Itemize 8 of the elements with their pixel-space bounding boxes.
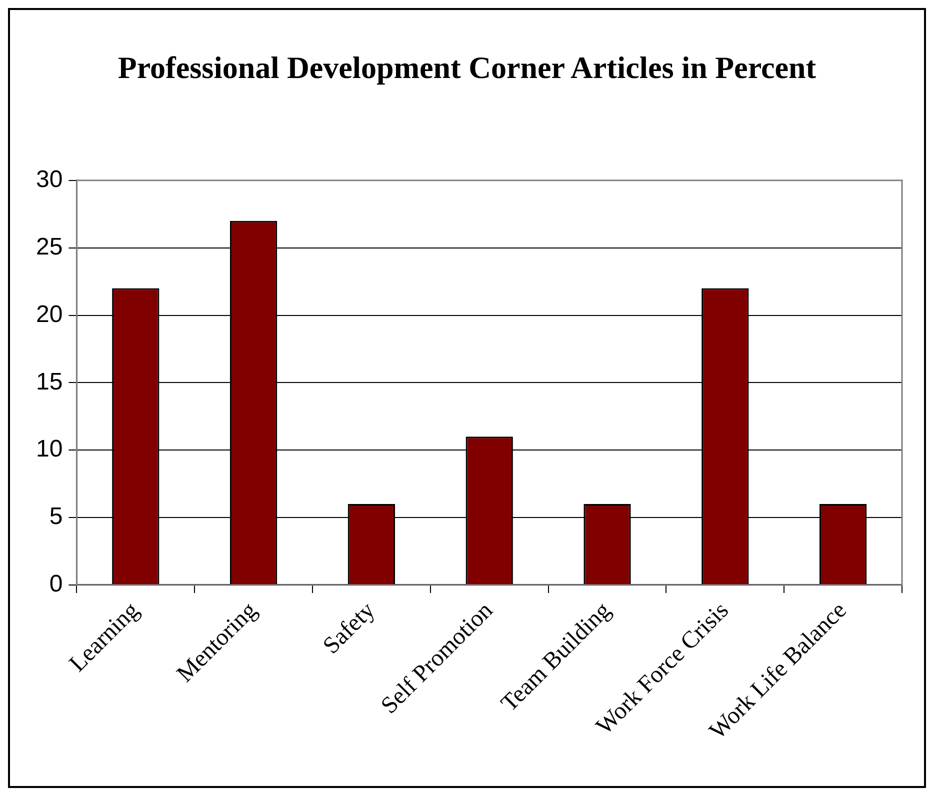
y-tick-label: 0 [49, 570, 63, 598]
y-tick-label: 10 [36, 436, 63, 463]
y-tick-label: 20 [36, 300, 63, 328]
chart-title: Professional Development Corner Articles in Percent [117, 49, 817, 87]
y-tick-label: 30 [36, 166, 63, 194]
y-tick-label: 25 [36, 233, 63, 260]
y-tick-label: 15 [36, 368, 63, 396]
y-tick-label: 5 [49, 503, 63, 530]
